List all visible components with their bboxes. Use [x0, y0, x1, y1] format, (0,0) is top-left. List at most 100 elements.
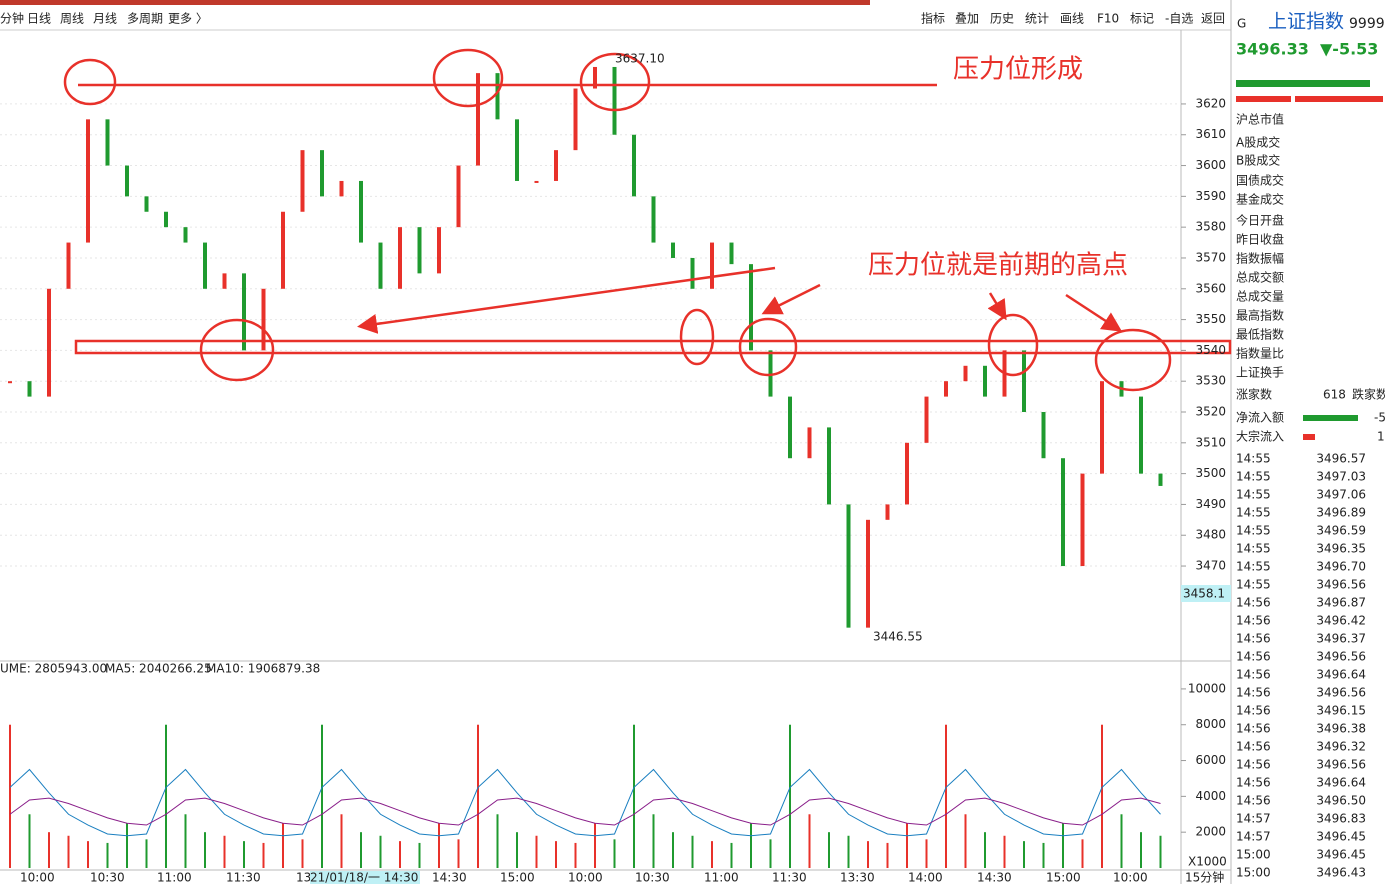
tick-time: 14:57 — [1236, 812, 1271, 826]
index-name: 上证指数 — [1268, 11, 1344, 33]
tick-time: 14:56 — [1236, 704, 1271, 718]
candle — [222, 273, 227, 289]
volume-bar — [516, 832, 518, 868]
tool-button[interactable]: 指标 — [921, 11, 945, 26]
candle — [378, 242, 383, 289]
bar — [1295, 96, 1383, 102]
field-label: 指数量比 — [1236, 346, 1284, 361]
candle — [1061, 458, 1065, 567]
candle — [86, 119, 90, 243]
tab[interactable]: 多周期 — [127, 12, 163, 26]
field-label: 基金成交 — [1236, 192, 1284, 207]
volume-bar — [964, 814, 967, 868]
tool-button[interactable]: 画线 — [1060, 12, 1084, 26]
tab[interactable]: 日线 — [27, 12, 51, 26]
volume-bar — [282, 823, 284, 868]
candle — [827, 427, 831, 505]
y-tick-label: 3600 — [1195, 158, 1226, 172]
candle — [554, 150, 558, 181]
candle — [885, 504, 890, 520]
candle — [1080, 473, 1085, 567]
candle — [651, 196, 656, 243]
tick-time: 15:00 — [1236, 848, 1271, 862]
candle — [944, 381, 948, 397]
tool-button[interactable]: F10 — [1097, 12, 1119, 26]
candle — [632, 134, 636, 197]
support-band — [74, 339, 1232, 355]
volume-bar — [243, 841, 245, 868]
x-tick-label: 11:00 — [157, 871, 192, 885]
candle — [300, 150, 305, 212]
field-label: 总成交量 — [1236, 289, 1284, 304]
tab[interactable]: 分钟 — [0, 11, 24, 26]
candle — [515, 119, 519, 181]
tool-button[interactable]: -自选 — [1165, 12, 1193, 26]
tick-price: 3496.45 — [1316, 848, 1366, 862]
candle — [144, 196, 149, 212]
tool-button[interactable]: 历史 — [990, 12, 1014, 26]
legend-entry: MA10: 1906879.38 — [206, 662, 320, 676]
tool-button[interactable]: 返回 — [1201, 12, 1225, 26]
volume-bar — [574, 842, 577, 868]
y-tick-label: 3550 — [1195, 312, 1226, 326]
y-tick-label: 3620 — [1195, 96, 1226, 110]
y-tick-label: 8000 — [1195, 717, 1226, 731]
tick-time: 14:55 — [1236, 488, 1271, 502]
candle — [729, 242, 734, 265]
tick-price: 3496.56 — [1316, 758, 1366, 772]
candle — [320, 150, 324, 197]
candle — [476, 73, 480, 166]
ma-line — [9, 768, 1161, 837]
y-tick-label: 3510 — [1195, 435, 1226, 449]
arrow — [1065, 293, 1123, 332]
tick-price: 3496.45 — [1316, 830, 1366, 844]
y-tick-label: 3580 — [1195, 220, 1226, 234]
volume-bar — [9, 724, 11, 868]
tick-time: 14:56 — [1236, 632, 1271, 646]
field-label: 总成交额 — [1236, 270, 1284, 285]
volume-bar — [711, 841, 713, 868]
tick-time: 14:55 — [1236, 452, 1271, 466]
candle — [1022, 350, 1026, 413]
volume-bar — [828, 832, 830, 868]
volume-bar — [1081, 839, 1084, 868]
high-label: 3637.10 — [615, 52, 665, 66]
circle — [579, 52, 651, 112]
price-pane — [0, 66, 1181, 628]
volume-bar — [496, 814, 499, 868]
volume-bar — [1120, 814, 1123, 868]
field-label: 昨日收盘 — [1236, 232, 1284, 247]
tick-price: 3496.37 — [1316, 632, 1366, 646]
tab[interactable]: 月线 — [93, 12, 117, 26]
tool-button[interactable]: 标记 — [1130, 12, 1154, 26]
volume-bar — [1042, 842, 1045, 868]
tab[interactable]: 更多 〉 — [168, 12, 208, 26]
flag: G — [1237, 17, 1246, 31]
tick-time: 14:56 — [1236, 614, 1271, 628]
y-tick-label: 3490 — [1195, 497, 1226, 511]
volume-bar — [204, 832, 206, 868]
tick-time: 14:56 — [1236, 776, 1271, 790]
volume-bar — [984, 832, 986, 868]
circle — [679, 308, 715, 366]
tool-button[interactable]: 叠加 — [955, 12, 979, 26]
volume-bar — [360, 832, 362, 868]
volume-bar — [399, 841, 401, 868]
tick-price: 3496.38 — [1316, 722, 1366, 736]
volume-bar — [418, 842, 421, 868]
tool-button[interactable]: 统计 — [1025, 12, 1049, 26]
x-tick-label: 11:30 — [226, 871, 261, 885]
y-tick-label: 2000 — [1195, 825, 1226, 839]
arrow — [761, 283, 821, 315]
tab[interactable]: 周线 — [60, 12, 84, 26]
last-price: 3458.1 — [1183, 587, 1225, 601]
y-tick-label: 3530 — [1195, 374, 1226, 388]
tick-price: 3496.89 — [1316, 506, 1366, 520]
volume-bar — [1062, 823, 1064, 868]
volume-bar — [1003, 835, 1006, 868]
tick-price: 3496.56 — [1316, 686, 1366, 700]
tick-price: 3496.64 — [1316, 776, 1366, 790]
tick-price: 3496.43 — [1316, 866, 1366, 880]
field-label: 今日开盘 — [1236, 213, 1284, 228]
